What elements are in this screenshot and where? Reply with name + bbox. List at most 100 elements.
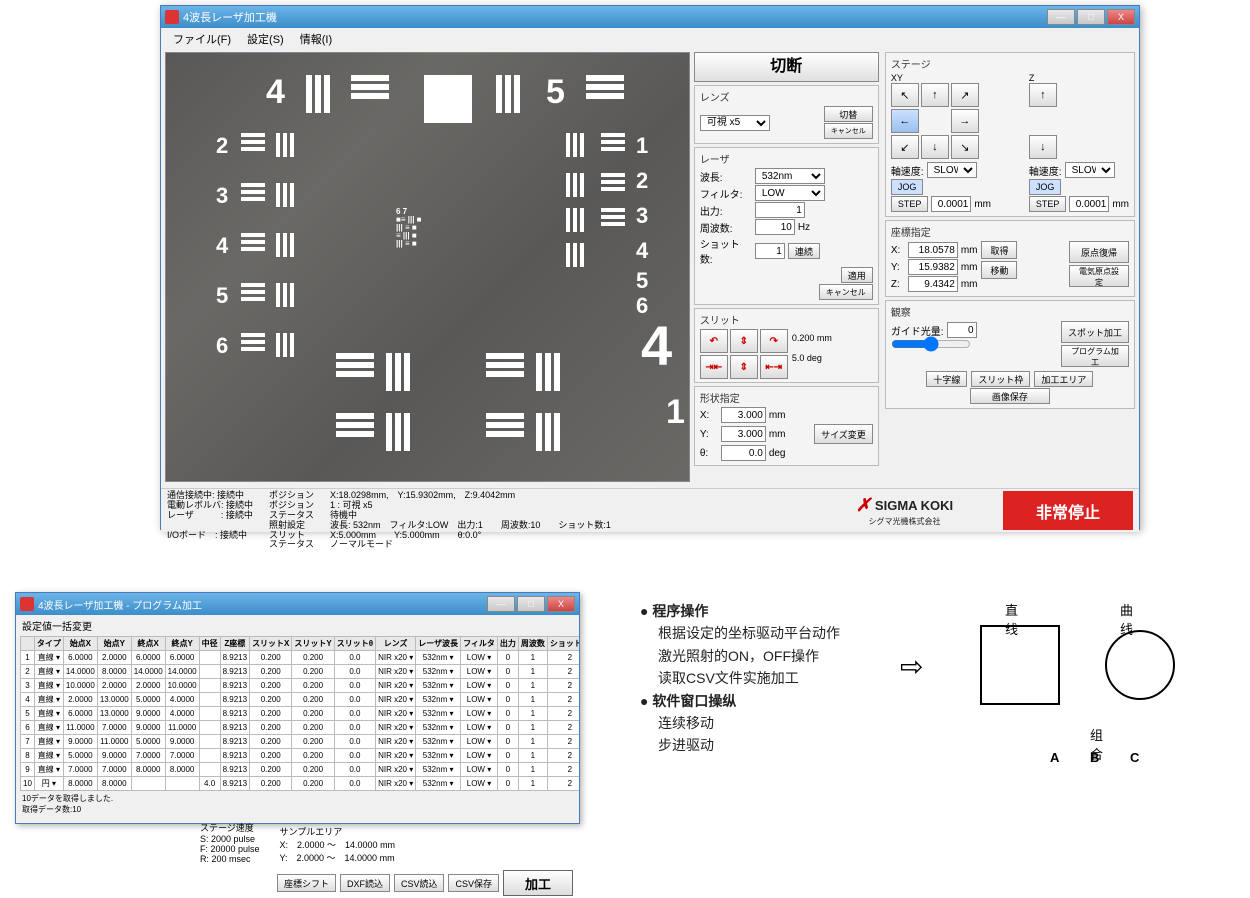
table-row[interactable]: 1直線 ▾6.00002.00006.00006.00008.92130.200…	[21, 651, 580, 665]
xy-sw-button[interactable]: ↙	[891, 135, 919, 159]
table-row[interactable]: 9直線 ▾7.00007.00008.00008.00008.92130.200…	[21, 763, 580, 777]
z-up-button[interactable]: ↑	[1029, 83, 1057, 107]
table-row[interactable]: 6直線 ▾11.00007.00009.000011.00008.92130.2…	[21, 721, 580, 735]
xy-jog-button[interactable]: JOG	[891, 179, 924, 195]
sub-titlebar[interactable]: 4波長レーザ加工機 - プログラム加工 — □ X	[16, 593, 579, 615]
program-table[interactable]: タイプ始点X始点Y終点X終点Y中径Z座標スリットXスリットYスリットθレンズレー…	[20, 636, 579, 791]
slit-in-button[interactable]: ⇥⇤	[700, 355, 728, 379]
z-speed-select[interactable]: SLOW	[1065, 162, 1115, 178]
table-row[interactable]: 3直線 ▾10.00002.00002.000010.00008.92130.2…	[21, 679, 580, 693]
sub-maximize-button[interactable]: □	[517, 596, 545, 612]
table-row[interactable]: 2直線 ▾14.00008.000014.000014.00008.92130.…	[21, 665, 580, 679]
emergency-stop-button[interactable]: 非常停止	[1003, 491, 1133, 530]
z-step-input[interactable]	[1069, 196, 1109, 212]
sub-close-button[interactable]: X	[547, 596, 575, 612]
continuous-button[interactable]: 連続	[788, 243, 820, 259]
close-button[interactable]: X	[1107, 9, 1135, 25]
table-row[interactable]: 8直線 ▾5.00009.00007.00007.00008.92130.200…	[21, 749, 580, 763]
status-message: 10データを取得しました. 取得データ数:10	[16, 791, 579, 817]
z-jog-button[interactable]: JOG	[1029, 179, 1062, 195]
z-down-button[interactable]: ↓	[1029, 135, 1057, 159]
program-button[interactable]: プログラム加工	[1061, 345, 1129, 367]
slit-up-button[interactable]: ⇕	[730, 329, 758, 353]
shape-y-input[interactable]	[721, 426, 766, 442]
menu-file[interactable]: ファイル(F)	[165, 28, 239, 48]
xy-speed-select[interactable]: SLOW	[927, 162, 977, 178]
slit-rotate-cw-button[interactable]: ↷	[760, 329, 788, 353]
cut-button[interactable]: 切断	[694, 52, 879, 82]
slit-rotate-ccw-button[interactable]: ↶	[700, 329, 728, 353]
shot-input[interactable]	[755, 243, 785, 259]
coord-move-button[interactable]: 移動	[981, 261, 1017, 279]
xy-e-button[interactable]: →	[951, 109, 979, 133]
minimize-button[interactable]: —	[1047, 9, 1075, 25]
coord-get-button[interactable]: 取得	[981, 241, 1017, 259]
coord-shift-button[interactable]: 座標シフト	[277, 874, 336, 892]
saveimage-button[interactable]: 画像保存	[970, 388, 1050, 404]
shape-group: 形状指定 X:mm Y:mmサイズ変更 θ:deg	[694, 386, 879, 466]
table-header: 終点X	[131, 637, 165, 651]
laser-cancel-button[interactable]: キャンセル	[819, 284, 873, 300]
shape-title: 形状指定	[700, 390, 873, 405]
shape-theta-input[interactable]	[721, 445, 766, 461]
maximize-button[interactable]: □	[1077, 9, 1105, 25]
status-col1: 通信接続中: 接続中 電動レボルバ: 接続中 レーザ : 接続中 I/Oボード …	[167, 491, 253, 530]
dxf-load-button[interactable]: DXF読込	[340, 874, 390, 892]
eorigin-button[interactable]: 電気原点設定	[1069, 265, 1129, 287]
table-header: 終点Y	[165, 637, 199, 651]
process-button[interactable]: 加工	[503, 870, 573, 896]
menu-settings[interactable]: 設定(S)	[239, 28, 292, 48]
guide-slider[interactable]	[891, 339, 971, 349]
freq-input[interactable]	[755, 219, 795, 235]
csv-save-button[interactable]: CSV保存	[448, 874, 499, 892]
filter-label: フィルタ:	[700, 186, 752, 201]
xy-ne-button[interactable]: ↗	[951, 83, 979, 107]
lens-select[interactable]: 可視 x5	[700, 115, 770, 131]
xy-nw-button[interactable]: ↖	[891, 83, 919, 107]
apply-button[interactable]: 適用	[841, 267, 873, 283]
xy-s-button[interactable]: ↓	[921, 135, 949, 159]
coord-z-input[interactable]	[908, 276, 958, 292]
table-row[interactable]: 5直線 ▾6.000013.00009.00004.00008.92130.20…	[21, 707, 580, 721]
table-row[interactable]: 4直線 ▾2.000013.00005.00004.00008.92130.20…	[21, 693, 580, 707]
csv-load-button[interactable]: CSV読込	[394, 874, 445, 892]
app-icon	[165, 10, 179, 24]
wavelength-select[interactable]: 532nm	[755, 168, 825, 184]
slit-down-button[interactable]: ⇕	[730, 355, 758, 379]
description-text: ● 程序操作 根据设定的坐标驱动平台动作 激光照射的ON，OFF操作 读取CSV…	[640, 600, 840, 757]
table-header: 中径	[199, 637, 220, 651]
coord-group: 座標指定 X:mm Y:mm Z:mm 取得 移動 原点復帰 電気原点設定	[885, 220, 1135, 297]
coord-x-input[interactable]	[908, 242, 958, 258]
spot-button[interactable]: スポット加工	[1061, 321, 1129, 343]
xy-n-button[interactable]: ↑	[921, 83, 949, 107]
output-label: 出力:	[700, 203, 752, 218]
xy-step-input[interactable]	[931, 196, 971, 212]
coord-y-input[interactable]	[908, 259, 958, 275]
shape-x-input[interactable]	[721, 407, 766, 423]
table-header: スリットX	[250, 637, 292, 651]
stage-title: ステージ	[891, 56, 1129, 71]
table-header: フィルタ	[461, 637, 498, 651]
filter-select[interactable]: LOW	[755, 185, 825, 201]
output-input[interactable]	[755, 202, 805, 218]
procarea-button[interactable]: 加工エリア	[1034, 371, 1093, 387]
crosshair-button[interactable]: 十字線	[926, 371, 967, 387]
titlebar[interactable]: 4波長レーザ加工機 — □ X	[161, 6, 1139, 28]
table-row[interactable]: 10円 ▾8.00008.00004.08.92130.2000.2000.0N…	[21, 777, 580, 791]
xy-se-button[interactable]: ↘	[951, 135, 979, 159]
z-step-button[interactable]: STEP	[1029, 196, 1067, 212]
xy-step-button[interactable]: STEP	[891, 196, 929, 212]
slit-out-button[interactable]: ⇤⇥	[760, 355, 788, 379]
size-change-button[interactable]: サイズ変更	[814, 424, 873, 444]
sub-minimize-button[interactable]: —	[487, 596, 515, 612]
lens-switch-button[interactable]: 切替	[824, 106, 873, 122]
menu-info[interactable]: 情報(I)	[292, 28, 340, 48]
xy-w-button[interactable]: ←	[891, 109, 919, 133]
main-window: 4波長レーザ加工機 — □ X ファイル(F) 設定(S) 情報(I) 4 5 …	[160, 5, 1140, 530]
lens-group: レンズ 可視 x5 切替 キャンセル	[694, 85, 879, 144]
slitframe-button[interactable]: スリット枠	[971, 371, 1030, 387]
origin-button[interactable]: 原点復帰	[1069, 241, 1129, 263]
table-header: レーザ波長	[416, 637, 461, 651]
table-row[interactable]: 7直線 ▾9.000011.00005.00009.00008.92130.20…	[21, 735, 580, 749]
lens-cancel-button[interactable]: キャンセル	[824, 123, 873, 139]
